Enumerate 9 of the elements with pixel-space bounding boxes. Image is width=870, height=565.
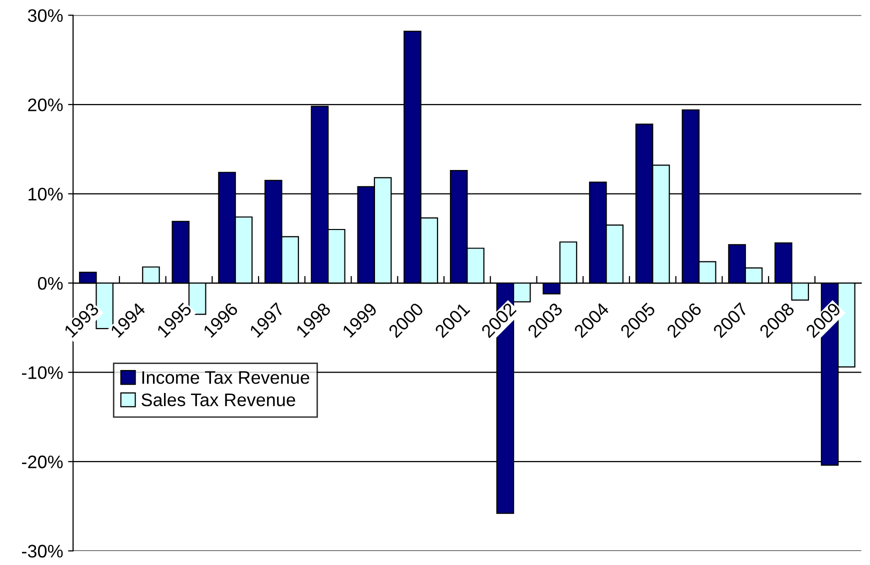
legend-label: Sales Tax Revenue [142, 392, 296, 406]
y-tick-label: 10% [28, 188, 63, 201]
legend-label: Income Tax Revenue [142, 371, 310, 384]
y-tick-label: -20% [22, 456, 63, 468]
y-tick-label: 30% [28, 9, 63, 22]
y-tick-label: -30% [22, 544, 63, 558]
y-tick-label: 0% [38, 277, 63, 290]
y-tick-label: -10% [22, 366, 63, 380]
y-tick-label: 20% [28, 98, 63, 112]
